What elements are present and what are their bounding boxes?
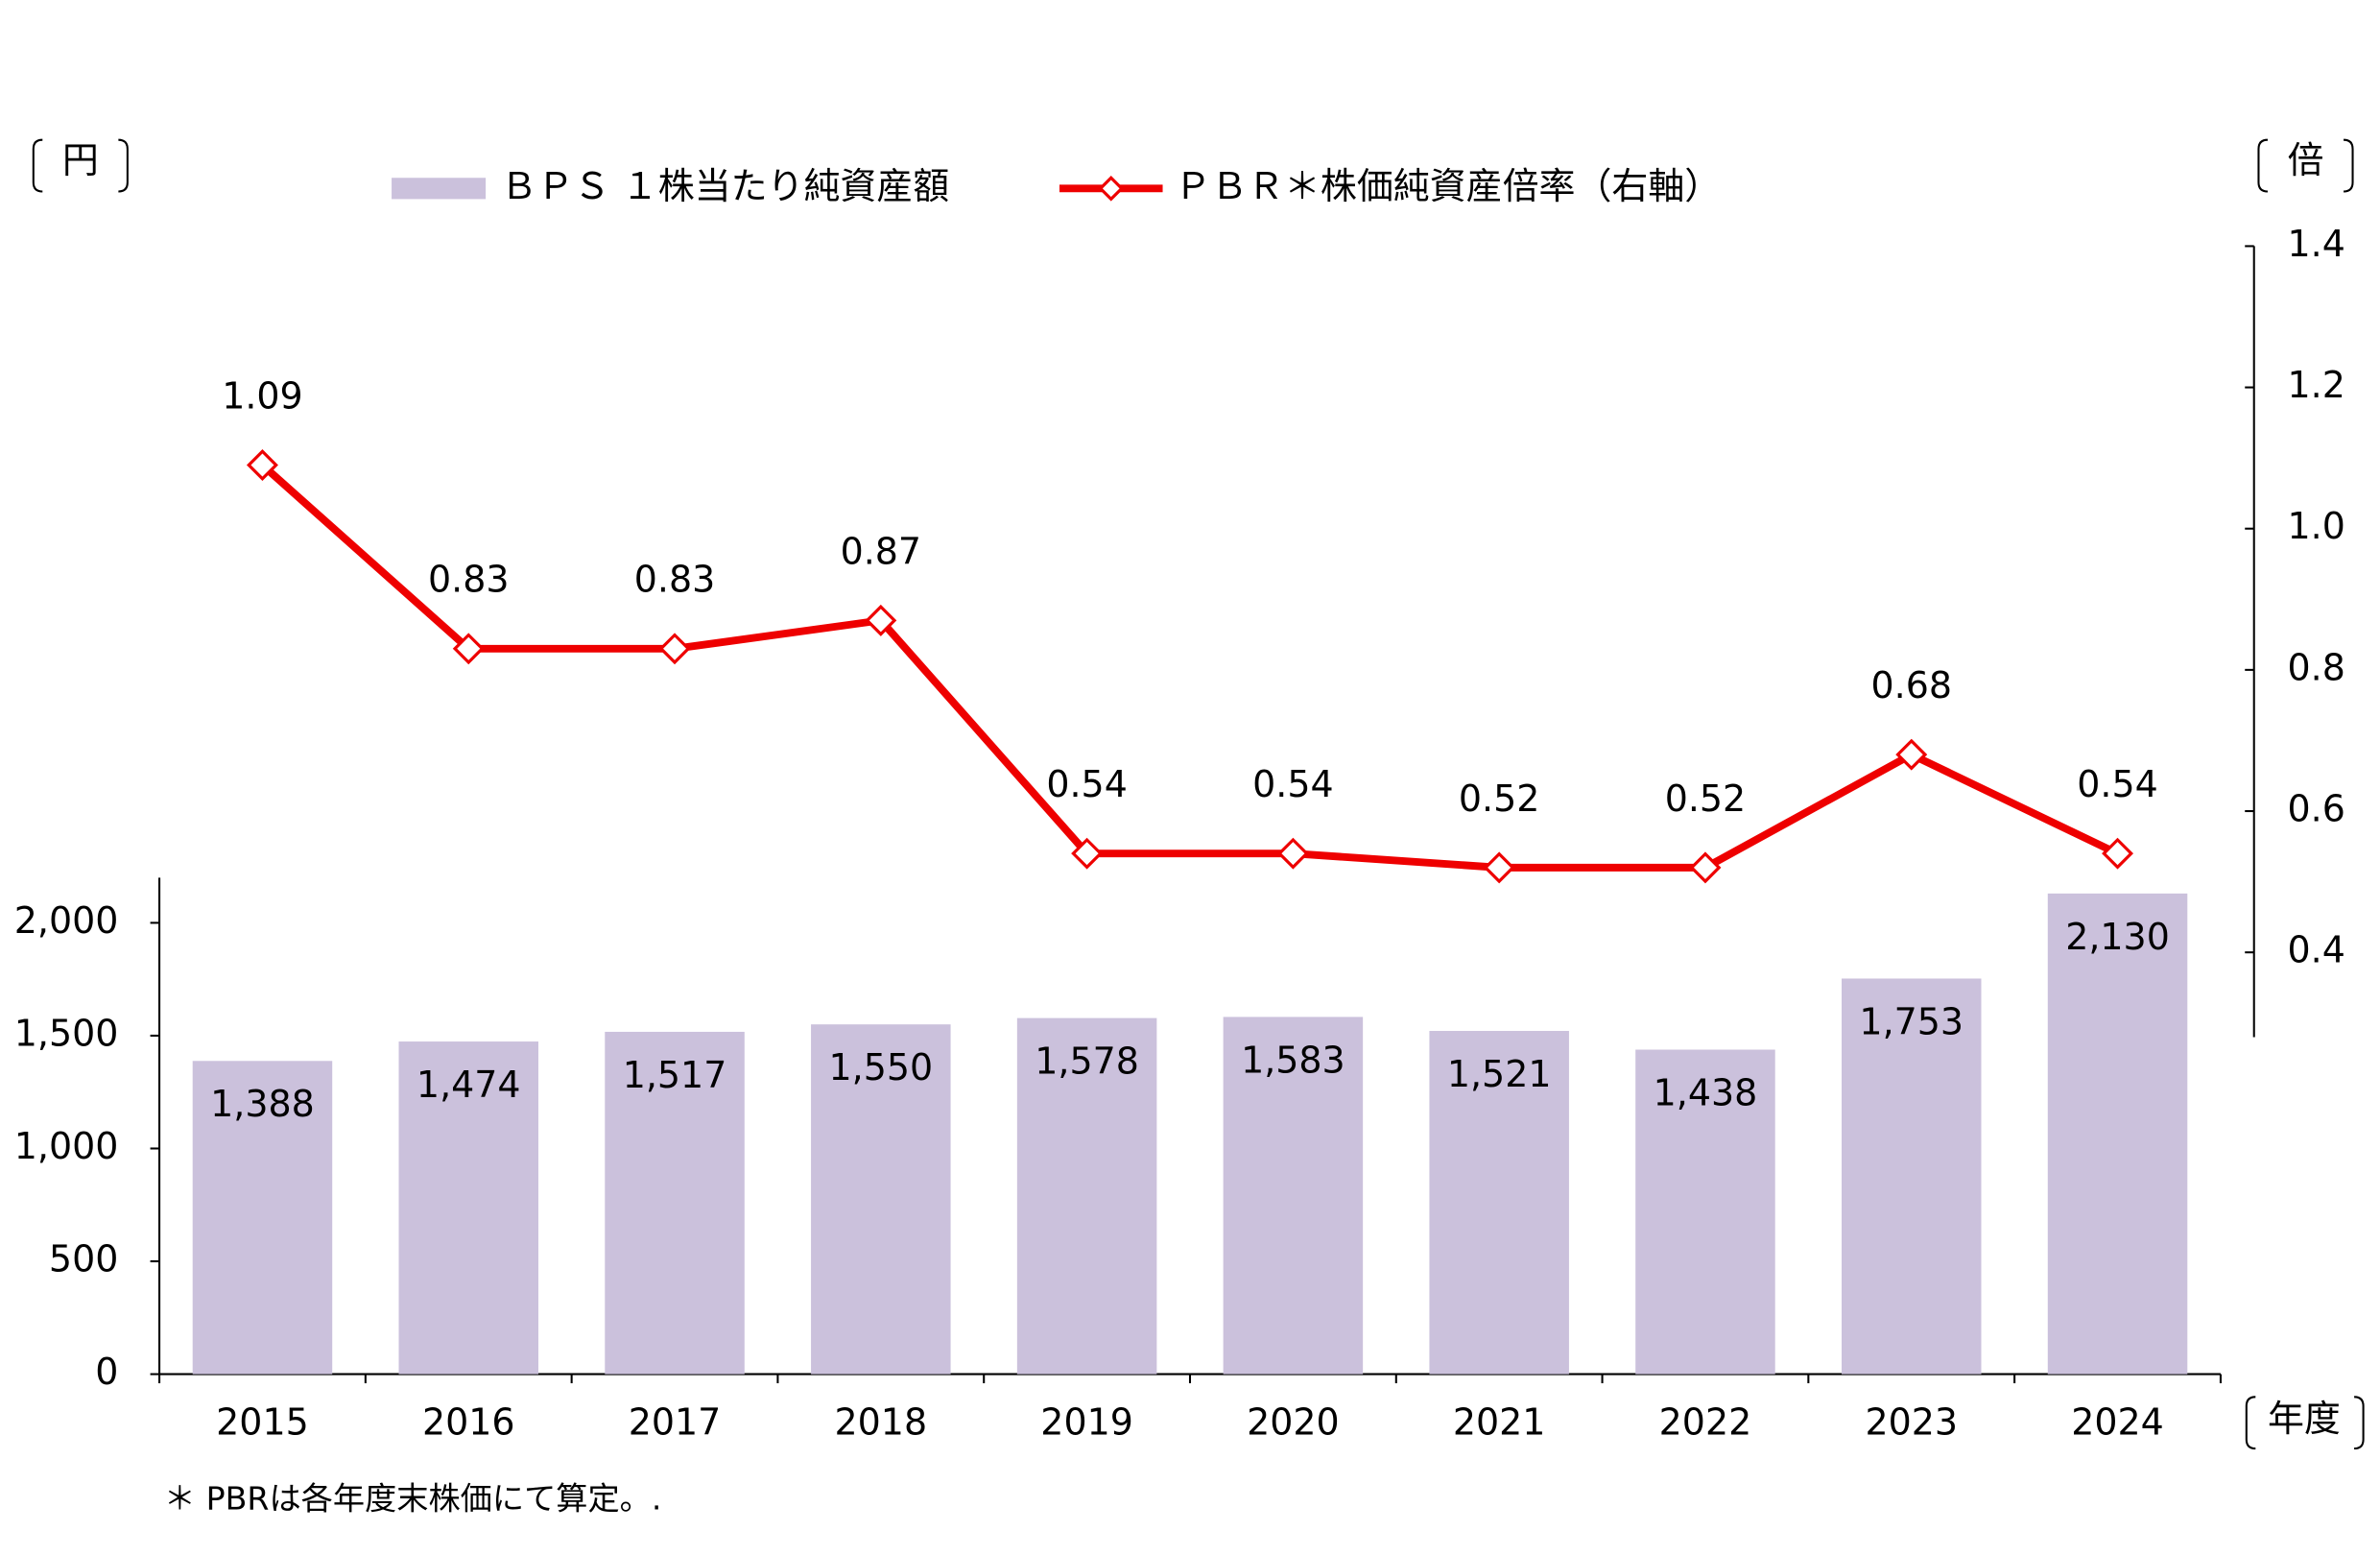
bar-label: 1,753 <box>1859 1000 1964 1042</box>
y2-tick-label: 0.6 <box>2288 788 2345 830</box>
x-tick-label: 2019 <box>1040 1400 1133 1443</box>
point-label: 0.68 <box>1871 664 1952 706</box>
legend-swatch <box>1098 176 1125 202</box>
y2-unit: 倍 <box>2288 139 2324 181</box>
marker <box>658 633 691 665</box>
bar <box>1016 1017 1157 1375</box>
point-label: 0.52 <box>1459 778 1539 820</box>
line <box>259 462 2120 872</box>
x-tick-label: 2018 <box>835 1400 928 1443</box>
x-tick-label: 2022 <box>1659 1400 1752 1443</box>
point-label: 0.54 <box>1252 763 1333 805</box>
bar <box>1635 1049 1775 1375</box>
x-tick-label: 2020 <box>1247 1400 1340 1443</box>
marker <box>1483 851 1515 884</box>
y-tick-label: 0 <box>95 1351 118 1393</box>
bracket <box>32 138 129 193</box>
y-tick-label: 500 <box>49 1238 118 1280</box>
y-tick-label: 1,500 <box>14 1012 119 1054</box>
point-label: 0.54 <box>2077 763 2157 805</box>
bar-label: 1,583 <box>1241 1039 1345 1081</box>
y2-tick-label: 0.4 <box>2288 929 2345 971</box>
bar-label: 1,438 <box>1654 1071 1758 1113</box>
bar-label: 2,130 <box>2065 916 2170 958</box>
bar <box>192 1061 333 1375</box>
bar <box>1223 1017 1364 1375</box>
bar-label: 1,578 <box>1035 1041 1139 1083</box>
bar <box>2047 893 2188 1375</box>
point-label: 0.52 <box>1665 778 1746 820</box>
y-tick-label: 1,000 <box>14 1125 119 1167</box>
bar <box>605 1031 745 1375</box>
marker <box>865 604 897 636</box>
point-label: 0.83 <box>428 559 509 601</box>
y2-tick-label: 1.4 <box>2288 223 2345 265</box>
point-label: 0.54 <box>1046 763 1127 805</box>
footnote: ＊ PBRは各年度末株価にて算定。. <box>164 1479 662 1517</box>
x-tick-label: 2017 <box>629 1400 722 1443</box>
x-unit: 年度 <box>2268 1398 2341 1440</box>
marker <box>1689 851 1722 884</box>
x-tick-label: 2015 <box>216 1400 309 1443</box>
marker <box>1895 738 1928 771</box>
legend-label: ＰＢＲ＊株価純資産倍率（右軸） <box>1175 165 1721 207</box>
y2-tick-label: 1.2 <box>2288 364 2345 406</box>
marker <box>246 449 278 481</box>
marker <box>2102 837 2134 870</box>
bar <box>1429 1031 1569 1375</box>
x-tick-label: 2024 <box>2071 1400 2164 1443</box>
marker <box>452 633 485 665</box>
point-label: 1.09 <box>222 374 302 417</box>
bar <box>811 1024 951 1375</box>
x-tick-label: 2016 <box>422 1400 515 1443</box>
legend-label: ＢＰＳ １株当たり純資産額 <box>501 165 949 207</box>
bar-label: 1,521 <box>1447 1053 1552 1095</box>
y2-tick-label: 0.8 <box>2288 646 2345 688</box>
point-label: 0.87 <box>841 530 921 572</box>
y2-tick-label: 1.0 <box>2288 505 2345 547</box>
marker <box>1071 837 1104 870</box>
x-tick-label: 2021 <box>1453 1400 1546 1443</box>
x-tick-label: 2023 <box>1865 1400 1958 1443</box>
bar <box>398 1041 539 1375</box>
bar <box>1841 978 1982 1375</box>
bar-label: 1,388 <box>210 1083 315 1125</box>
bar-label: 1,474 <box>416 1064 521 1106</box>
bar-label: 1,550 <box>829 1046 934 1088</box>
bar-label: 1,517 <box>623 1054 727 1096</box>
bracket <box>2245 1396 2365 1450</box>
legend-swatch <box>392 178 487 200</box>
bracket <box>2257 138 2354 193</box>
y-unit: 円 <box>62 139 99 181</box>
point-label: 0.83 <box>634 559 715 601</box>
y-tick-label: 2,000 <box>14 899 119 942</box>
marker <box>1276 837 1309 870</box>
